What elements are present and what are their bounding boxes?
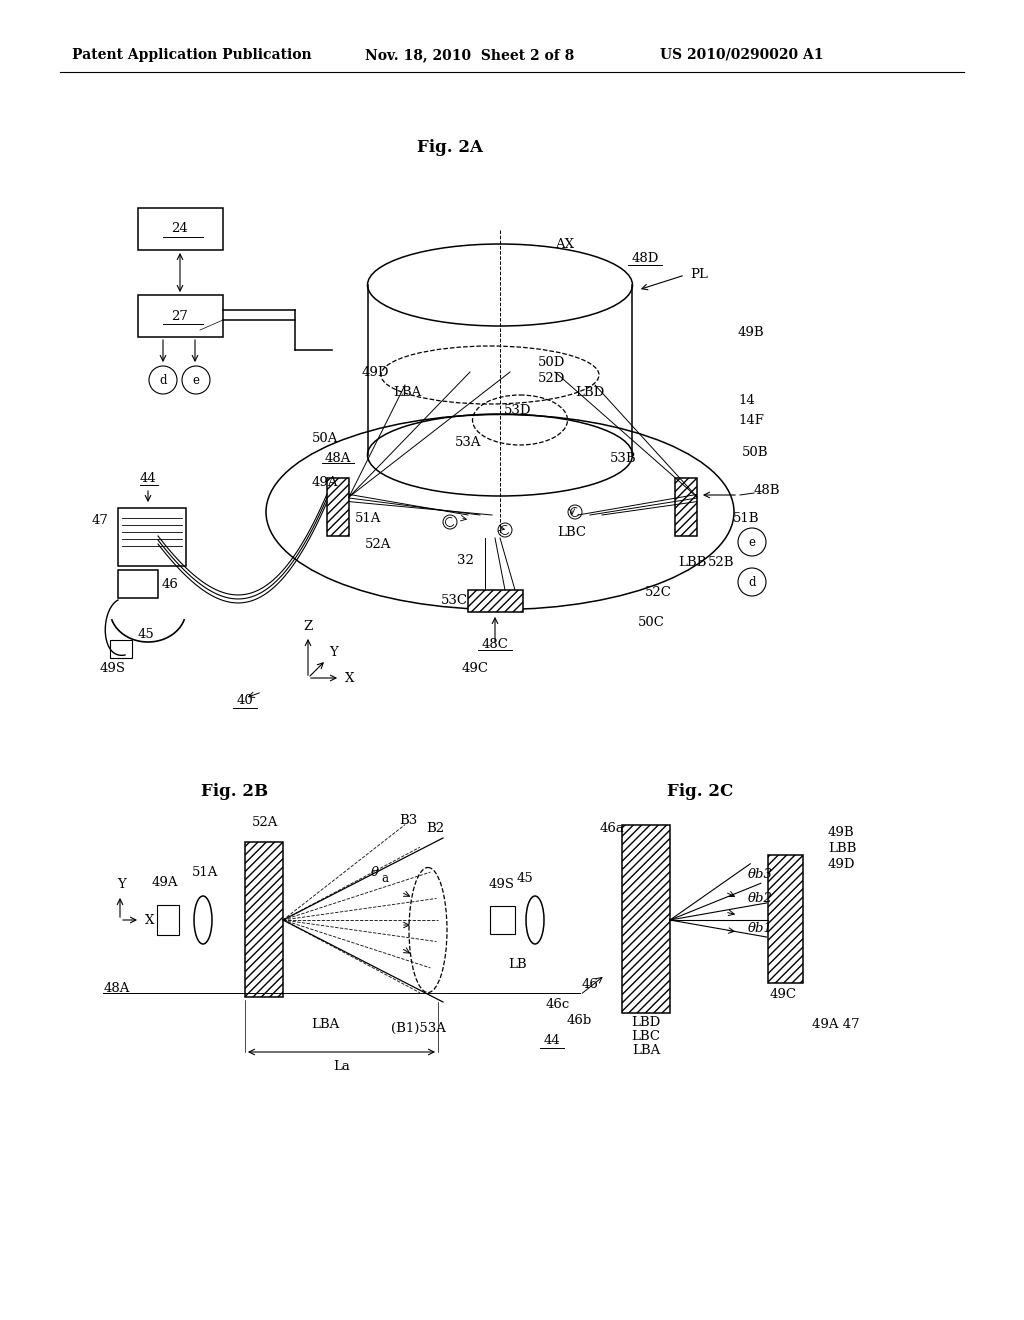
Text: 49C: 49C	[769, 989, 797, 1002]
Text: 49A: 49A	[311, 475, 338, 488]
Bar	[622, 825, 670, 1012]
Text: 48D: 48D	[632, 252, 658, 264]
Text: 46b: 46b	[566, 1014, 592, 1027]
Text: 46: 46	[162, 578, 179, 590]
Text: 51A: 51A	[191, 866, 218, 879]
Text: 50B: 50B	[742, 446, 768, 458]
Text: 51A: 51A	[354, 511, 381, 524]
Text: 14F: 14F	[738, 413, 764, 426]
Bar	[118, 570, 158, 598]
Text: 45: 45	[517, 871, 534, 884]
Text: 24: 24	[172, 223, 188, 235]
Text: 49B: 49B	[738, 326, 765, 338]
Text: 45: 45	[138, 628, 155, 642]
Text: AX: AX	[555, 239, 574, 252]
Text: 52A: 52A	[252, 816, 279, 829]
Bar	[768, 855, 803, 983]
Text: Y: Y	[330, 647, 338, 660]
Text: 49A: 49A	[152, 875, 178, 888]
Text: Nov. 18, 2010  Sheet 2 of 8: Nov. 18, 2010 Sheet 2 of 8	[365, 48, 574, 62]
Text: 49B: 49B	[828, 825, 855, 838]
Bar	[327, 478, 349, 536]
Text: 48A: 48A	[325, 451, 351, 465]
Text: LBB: LBB	[828, 842, 856, 854]
Bar	[245, 842, 283, 997]
Bar	[110, 640, 132, 657]
Text: Z: Z	[303, 619, 312, 632]
Text: 32: 32	[457, 553, 473, 566]
Text: 49A 47: 49A 47	[812, 1019, 859, 1031]
Text: B2: B2	[426, 821, 444, 834]
Text: 50C: 50C	[638, 615, 665, 628]
Text: 49S: 49S	[100, 661, 126, 675]
Text: 50A: 50A	[311, 432, 338, 445]
Text: Fig. 2C: Fig. 2C	[667, 784, 733, 800]
Text: LBA: LBA	[393, 385, 421, 399]
Text: d: d	[749, 576, 756, 589]
Text: X: X	[145, 913, 155, 927]
Text: 14: 14	[738, 393, 755, 407]
Text: 47: 47	[91, 513, 108, 527]
Text: Fig. 2B: Fig. 2B	[202, 784, 268, 800]
Text: 52C: 52C	[645, 586, 672, 598]
Text: 46c: 46c	[546, 998, 570, 1011]
Text: 44: 44	[544, 1034, 560, 1047]
Text: θb1: θb1	[748, 921, 772, 935]
Text: 44: 44	[140, 471, 157, 484]
Text: (B1)53A: (B1)53A	[390, 1022, 445, 1035]
Text: Y: Y	[118, 879, 126, 891]
Bar	[468, 590, 523, 612]
Text: 49D: 49D	[828, 858, 855, 871]
Text: 52A: 52A	[365, 539, 391, 552]
Text: 48A: 48A	[103, 982, 130, 994]
Bar	[490, 906, 515, 935]
Text: 53C: 53C	[441, 594, 468, 606]
Text: La: La	[333, 1060, 350, 1072]
Text: 27: 27	[172, 309, 188, 322]
Bar	[138, 209, 223, 249]
Text: θb3: θb3	[748, 869, 772, 882]
Text: Patent Application Publication: Patent Application Publication	[72, 48, 311, 62]
Text: 48C: 48C	[481, 639, 509, 652]
Text: 49D: 49D	[362, 366, 389, 379]
Text: LB: LB	[509, 958, 527, 972]
Text: 53D: 53D	[504, 404, 531, 417]
Text: d: d	[160, 374, 167, 387]
Text: LBC: LBC	[632, 1030, 660, 1043]
Text: 53A: 53A	[455, 436, 481, 449]
Text: 50D: 50D	[539, 355, 565, 368]
Text: θ: θ	[371, 866, 379, 879]
Text: LBC: LBC	[557, 527, 587, 540]
Text: e: e	[193, 374, 200, 387]
Bar	[118, 508, 186, 566]
Bar	[138, 294, 223, 337]
Text: 49C: 49C	[462, 661, 488, 675]
Text: 40: 40	[237, 693, 253, 706]
Text: LBA: LBA	[632, 1044, 660, 1056]
Text: LBD: LBD	[632, 1015, 660, 1028]
Text: Fig. 2A: Fig. 2A	[417, 140, 483, 157]
Text: 49S: 49S	[489, 879, 515, 891]
Text: LBA: LBA	[311, 1019, 339, 1031]
Text: 52B: 52B	[708, 556, 734, 569]
Text: 53B: 53B	[610, 451, 637, 465]
Bar	[675, 478, 697, 536]
Text: LBB: LBB	[678, 556, 707, 569]
Text: 48B: 48B	[754, 483, 780, 496]
Text: LBD: LBD	[575, 385, 604, 399]
Text: 46a: 46a	[600, 821, 625, 834]
Text: X: X	[345, 672, 354, 685]
Text: B3: B3	[399, 813, 417, 826]
Bar	[157, 906, 179, 935]
Text: 46: 46	[582, 978, 598, 991]
Text: PL: PL	[690, 268, 708, 281]
Text: a: a	[382, 871, 388, 884]
Text: θb2: θb2	[748, 891, 772, 904]
Text: 52D: 52D	[539, 371, 565, 384]
Text: 51B: 51B	[733, 511, 760, 524]
Text: e: e	[749, 536, 756, 549]
Text: US 2010/0290020 A1: US 2010/0290020 A1	[660, 48, 823, 62]
